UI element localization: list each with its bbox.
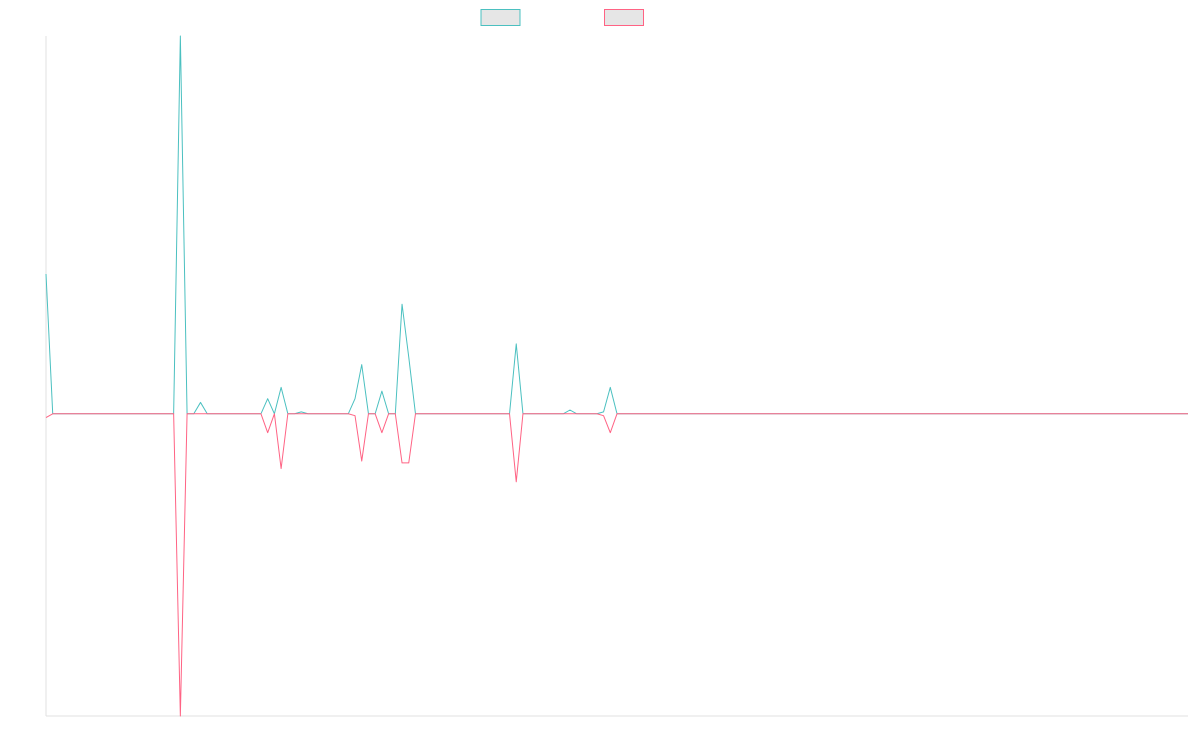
series-line	[45, 35, 1188, 415]
legend-swatch[interactable]	[480, 9, 521, 26]
legend-swatch[interactable]	[604, 9, 644, 26]
series-line	[45, 413, 1188, 717]
